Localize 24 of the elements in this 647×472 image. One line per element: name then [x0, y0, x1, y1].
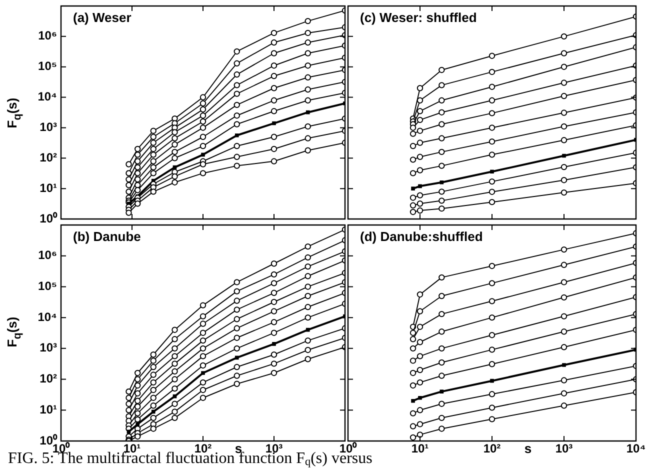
y-tick-label: 10⁶	[38, 248, 57, 262]
chart-title: (b) Danube	[73, 229, 141, 244]
x-tick-label: 10²	[483, 441, 501, 456]
x-tick-label: 10¹	[411, 441, 429, 456]
x-axis-title: s	[524, 441, 532, 456]
y-tick-label: 10²	[40, 150, 58, 164]
chart-title: (c) Weser: shuffled	[360, 10, 477, 26]
y-tick-label: 10⁵	[38, 279, 57, 294]
y-tick-label: 10⁴	[38, 90, 58, 104]
chart-title: (d) Danube:shuffled	[360, 229, 483, 244]
y-tick-label: 10³	[40, 120, 58, 134]
x-tick-label: 10⁴	[626, 441, 646, 456]
y-tick-label: 10⁰	[40, 211, 58, 226]
x-tick-label: 10²	[194, 441, 212, 456]
chart-title: (a) Weser	[73, 10, 132, 26]
y-tick-label: 10⁶	[38, 28, 57, 43]
x-tick-label: 10⁰	[339, 441, 358, 456]
y-tick-label: 10¹	[40, 180, 58, 195]
y-tick-label: 10⁴	[38, 310, 58, 324]
y-tick-label: 10³	[40, 340, 58, 355]
y-tick-label: 10²	[40, 372, 58, 386]
y-tick-label: 10⁵	[38, 59, 57, 74]
y-tick-label: 10¹	[40, 402, 58, 416]
x-tick-label: 10³	[555, 441, 573, 456]
